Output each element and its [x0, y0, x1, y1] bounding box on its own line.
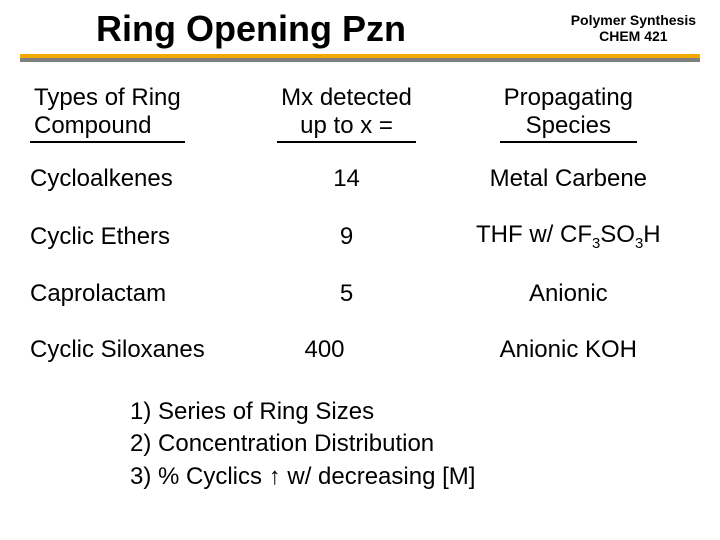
- table-row: Cyclic Siloxanes 400 Anionic KOH: [24, 322, 696, 378]
- table-row: Cycloalkenes 14 Metal Carbene: [24, 151, 696, 207]
- course-label: Polymer Synthesis CHEM 421: [571, 12, 696, 44]
- note-3-pre: 3) % Cyclics: [130, 463, 269, 490]
- table-row: Cyclic Ethers 9 THF w/ CF3SO3H: [24, 207, 696, 266]
- note-1: 1) Series of Ring Sizes: [130, 396, 720, 428]
- table-region: Types of Ring Compound Mx detected up to…: [24, 80, 696, 378]
- course-line2: CHEM 421: [599, 28, 667, 44]
- col1-header: Types of Ring Compound: [24, 80, 252, 151]
- cell-mx: 14: [252, 151, 440, 207]
- note-2: 2) Concentration Distribution: [130, 428, 720, 460]
- cell-species: Metal Carbene: [441, 151, 696, 207]
- ring-table: Types of Ring Compound Mx detected up to…: [24, 80, 696, 378]
- note-3: 3) % Cyclics ↑ w/ decreasing [M]: [130, 461, 720, 493]
- cell-species: Anionic KOH: [441, 322, 696, 378]
- cell-mx: 5: [252, 266, 440, 322]
- table-body: Cycloalkenes 14 Metal Carbene Cyclic Eth…: [24, 151, 696, 378]
- cell-compound: Caprolactam: [24, 266, 252, 322]
- cell-compound: Cycloalkenes: [24, 151, 252, 207]
- cell-compound: Cyclic Siloxanes: [24, 322, 252, 378]
- col3-header: Propagating Species: [441, 80, 696, 151]
- header: Ring Opening Pzn Polymer Synthesis CHEM …: [0, 0, 720, 58]
- col3-header-l2: Species: [526, 112, 611, 139]
- up-arrow-icon: ↑: [269, 463, 281, 490]
- course-line1: Polymer Synthesis: [571, 12, 696, 28]
- note-3-post: w/ decreasing [M]: [281, 463, 476, 490]
- col2-header-l2: up to x =: [300, 112, 393, 139]
- cell-mx: 9: [252, 207, 440, 266]
- col3-header-l1: Propagating: [504, 84, 633, 111]
- table-header-row: Types of Ring Compound Mx detected up to…: [24, 80, 696, 151]
- cell-species: THF w/ CF3SO3H: [441, 207, 696, 266]
- header-rule: [20, 54, 700, 58]
- notes-list: 1) Series of Ring Sizes 2) Concentration…: [130, 396, 720, 493]
- table-row: Caprolactam 5 Anionic: [24, 266, 696, 322]
- col2-header: Mx detected up to x =: [252, 80, 440, 151]
- cell-mx: 400: [252, 322, 440, 378]
- col1-header-l2: Compound: [34, 112, 151, 139]
- cell-compound: Cyclic Ethers: [24, 207, 252, 266]
- col1-header-l1: Types of Ring: [34, 84, 181, 111]
- cell-species: Anionic: [441, 266, 696, 322]
- col2-header-l1: Mx detected: [281, 84, 412, 111]
